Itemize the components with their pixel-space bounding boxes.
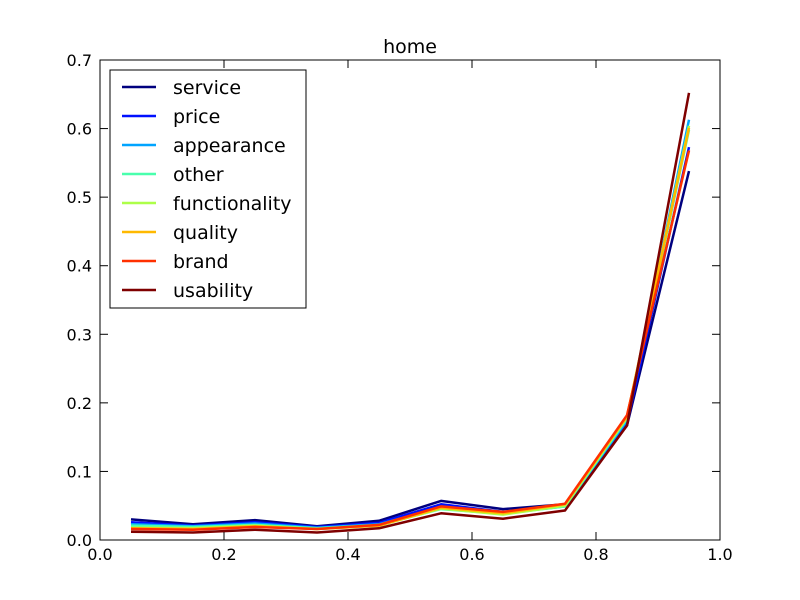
y-axis: 0.0 0.1 0.2 0.3 0.4 0.5 0.6 0.7 [67,51,720,550]
legend-frame [109,69,307,309]
y-tick-label: 0.0 [67,531,92,550]
y-tick-label: 0.4 [67,257,92,276]
y-tick-label: 0.7 [67,51,92,70]
chart-title: home [383,36,437,58]
y-tick-label: 0.2 [67,394,92,413]
legend-label-other: other [173,164,224,186]
x-tick-label: 0.0 [87,545,112,564]
plot-area-frame [99,59,721,541]
x-tick-label: 0.2 [211,545,236,564]
legend-label-service: service [173,77,241,99]
y-tick-label: 0.6 [67,120,92,139]
y-tick-label: 0.3 [67,325,92,344]
series-line-usability [130,92,691,534]
legend-label-price: price [173,106,220,128]
y-tick-label: 0.5 [67,188,92,207]
series-lines [130,92,691,534]
legend-label-functionality: functionality [173,193,292,215]
series-line-brand [130,150,691,531]
legend-label-usability: usability [173,280,253,302]
legend: service price appearance other functionality… [109,69,307,309]
x-axis: 0.0 0.2 0.4 0.6 0.8 1.0 [87,60,733,564]
x-tick-label: 0.4 [335,545,360,564]
y-tick-label: 0.1 [67,462,92,481]
x-tick-label: 1.0 [707,545,732,564]
x-tick-label: 0.6 [459,545,484,564]
legend-label-quality: quality [173,222,238,244]
legend-label-brand: brand [173,251,229,273]
legend-label-appearance: appearance [173,135,286,157]
x-tick-label: 0.8 [583,545,608,564]
